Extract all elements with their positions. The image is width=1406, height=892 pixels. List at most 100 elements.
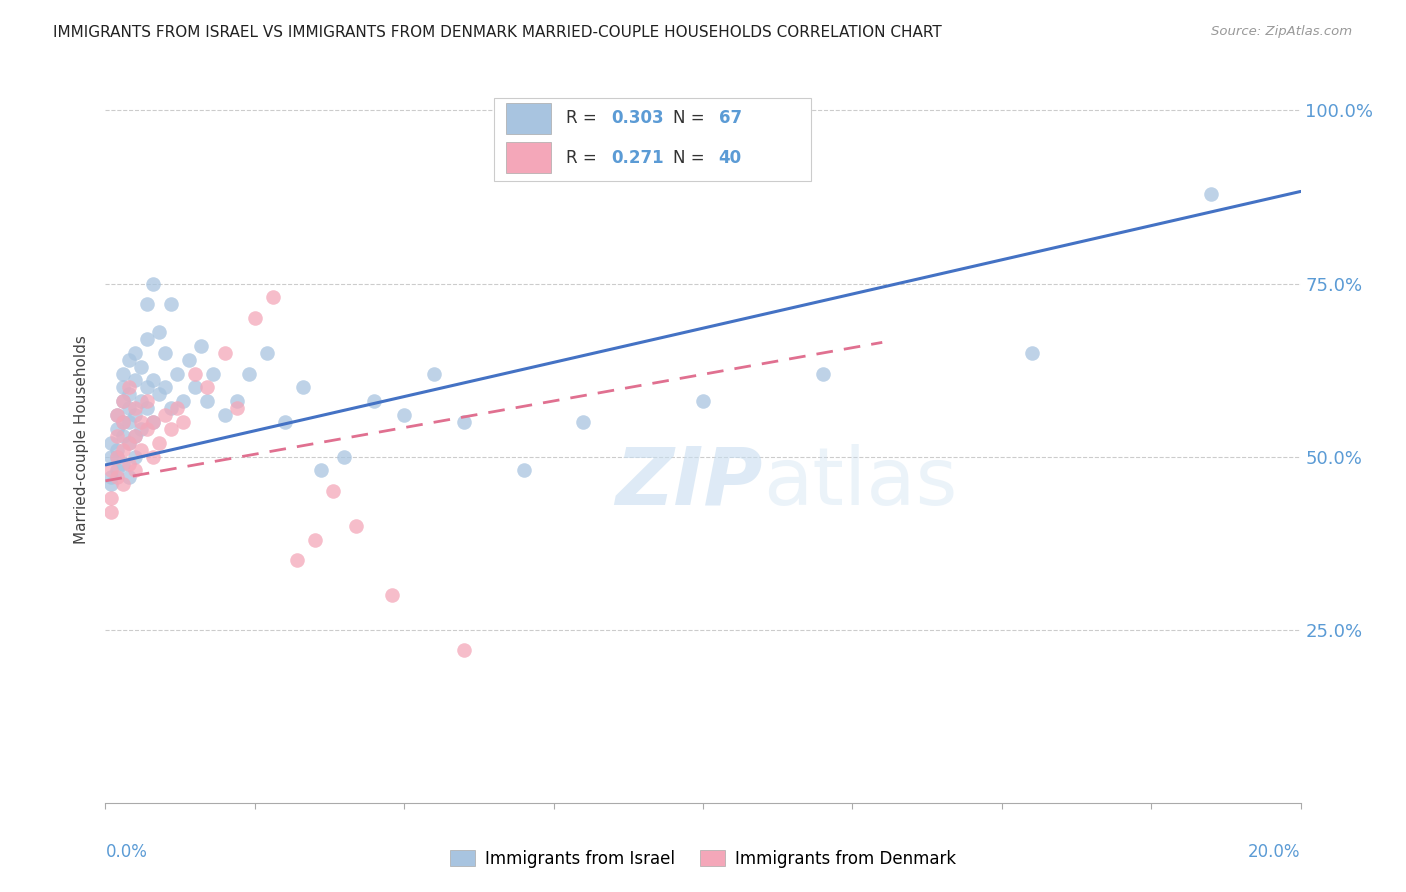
Point [172,415,194,429]
Point [118,470,141,484]
Point [155,380,177,394]
Point [453,415,475,429]
Point [124,429,146,443]
Point [333,450,356,464]
Point [256,345,278,359]
Point [107,442,129,457]
FancyBboxPatch shape [506,143,551,173]
Point [136,422,159,436]
Point [142,450,165,464]
Point [160,422,183,436]
Point [136,332,159,346]
Point [184,367,207,381]
Point [118,387,141,401]
Point [112,477,135,491]
Point [112,394,135,409]
Point [572,415,595,429]
Point [172,394,194,409]
Point [129,394,153,409]
Text: ZIP: ZIP [616,444,762,522]
Point [124,401,146,416]
Point [184,380,207,394]
Point [112,429,135,443]
Point [112,415,135,429]
Point [107,429,129,443]
Point [155,345,177,359]
Point [124,345,146,359]
Point [304,533,326,547]
Point [136,401,159,416]
FancyBboxPatch shape [494,97,811,181]
FancyBboxPatch shape [506,103,551,134]
Point [107,408,129,422]
Point [100,435,122,450]
Point [142,277,165,291]
Point [238,367,260,381]
Text: 40: 40 [718,149,741,167]
Point [291,380,314,394]
Point [346,519,368,533]
Point [811,367,834,381]
Point [129,415,153,429]
Point [100,505,122,519]
Point [142,415,165,429]
Point [166,401,188,416]
Point [124,450,146,464]
Text: 0.0%: 0.0% [105,843,148,861]
Point [100,463,122,477]
Point [243,311,266,326]
Point [394,408,416,422]
Point [148,387,170,401]
Point [112,380,135,394]
Point [124,463,146,477]
Point [112,367,135,381]
Point [112,457,135,471]
Point [100,491,122,505]
Point [129,442,153,457]
Point [262,290,284,304]
Point [136,394,159,409]
Point [100,477,122,491]
Point [129,359,153,374]
Text: R =: R = [565,110,602,128]
Point [118,415,141,429]
Point [423,367,446,381]
Point [112,442,135,457]
Point [381,588,404,602]
Y-axis label: Married-couple Households: Married-couple Households [75,334,90,544]
Point [363,394,385,409]
Point [285,553,308,567]
Point [107,470,129,484]
Point [118,435,141,450]
Text: N =: N = [673,110,710,128]
Point [195,380,218,394]
Point [136,297,159,311]
Point [112,394,135,409]
Point [107,408,129,422]
Point [118,435,141,450]
Point [148,325,170,339]
Point [155,408,177,422]
Point [124,374,146,388]
Point [112,415,135,429]
Point [177,352,201,367]
Point [124,408,146,422]
Text: 20.0%: 20.0% [1249,843,1301,861]
Point [100,470,122,484]
Text: IMMIGRANTS FROM ISRAEL VS IMMIGRANTS FROM DENMARK MARRIED-COUPLE HOUSEHOLDS CORR: IMMIGRANTS FROM ISRAEL VS IMMIGRANTS FRO… [53,25,942,40]
Point [148,435,170,450]
Text: 67: 67 [718,110,741,128]
Point [118,401,141,416]
Point [214,345,236,359]
Legend: Immigrants from Israel, Immigrants from Denmark: Immigrants from Israel, Immigrants from … [443,843,963,874]
Point [124,429,146,443]
Point [202,367,225,381]
Point [214,408,236,422]
Point [309,463,332,477]
Text: atlas: atlas [762,444,957,522]
Point [225,394,249,409]
Point [107,422,129,436]
Point [129,422,153,436]
Point [166,367,188,381]
Point [273,415,295,429]
